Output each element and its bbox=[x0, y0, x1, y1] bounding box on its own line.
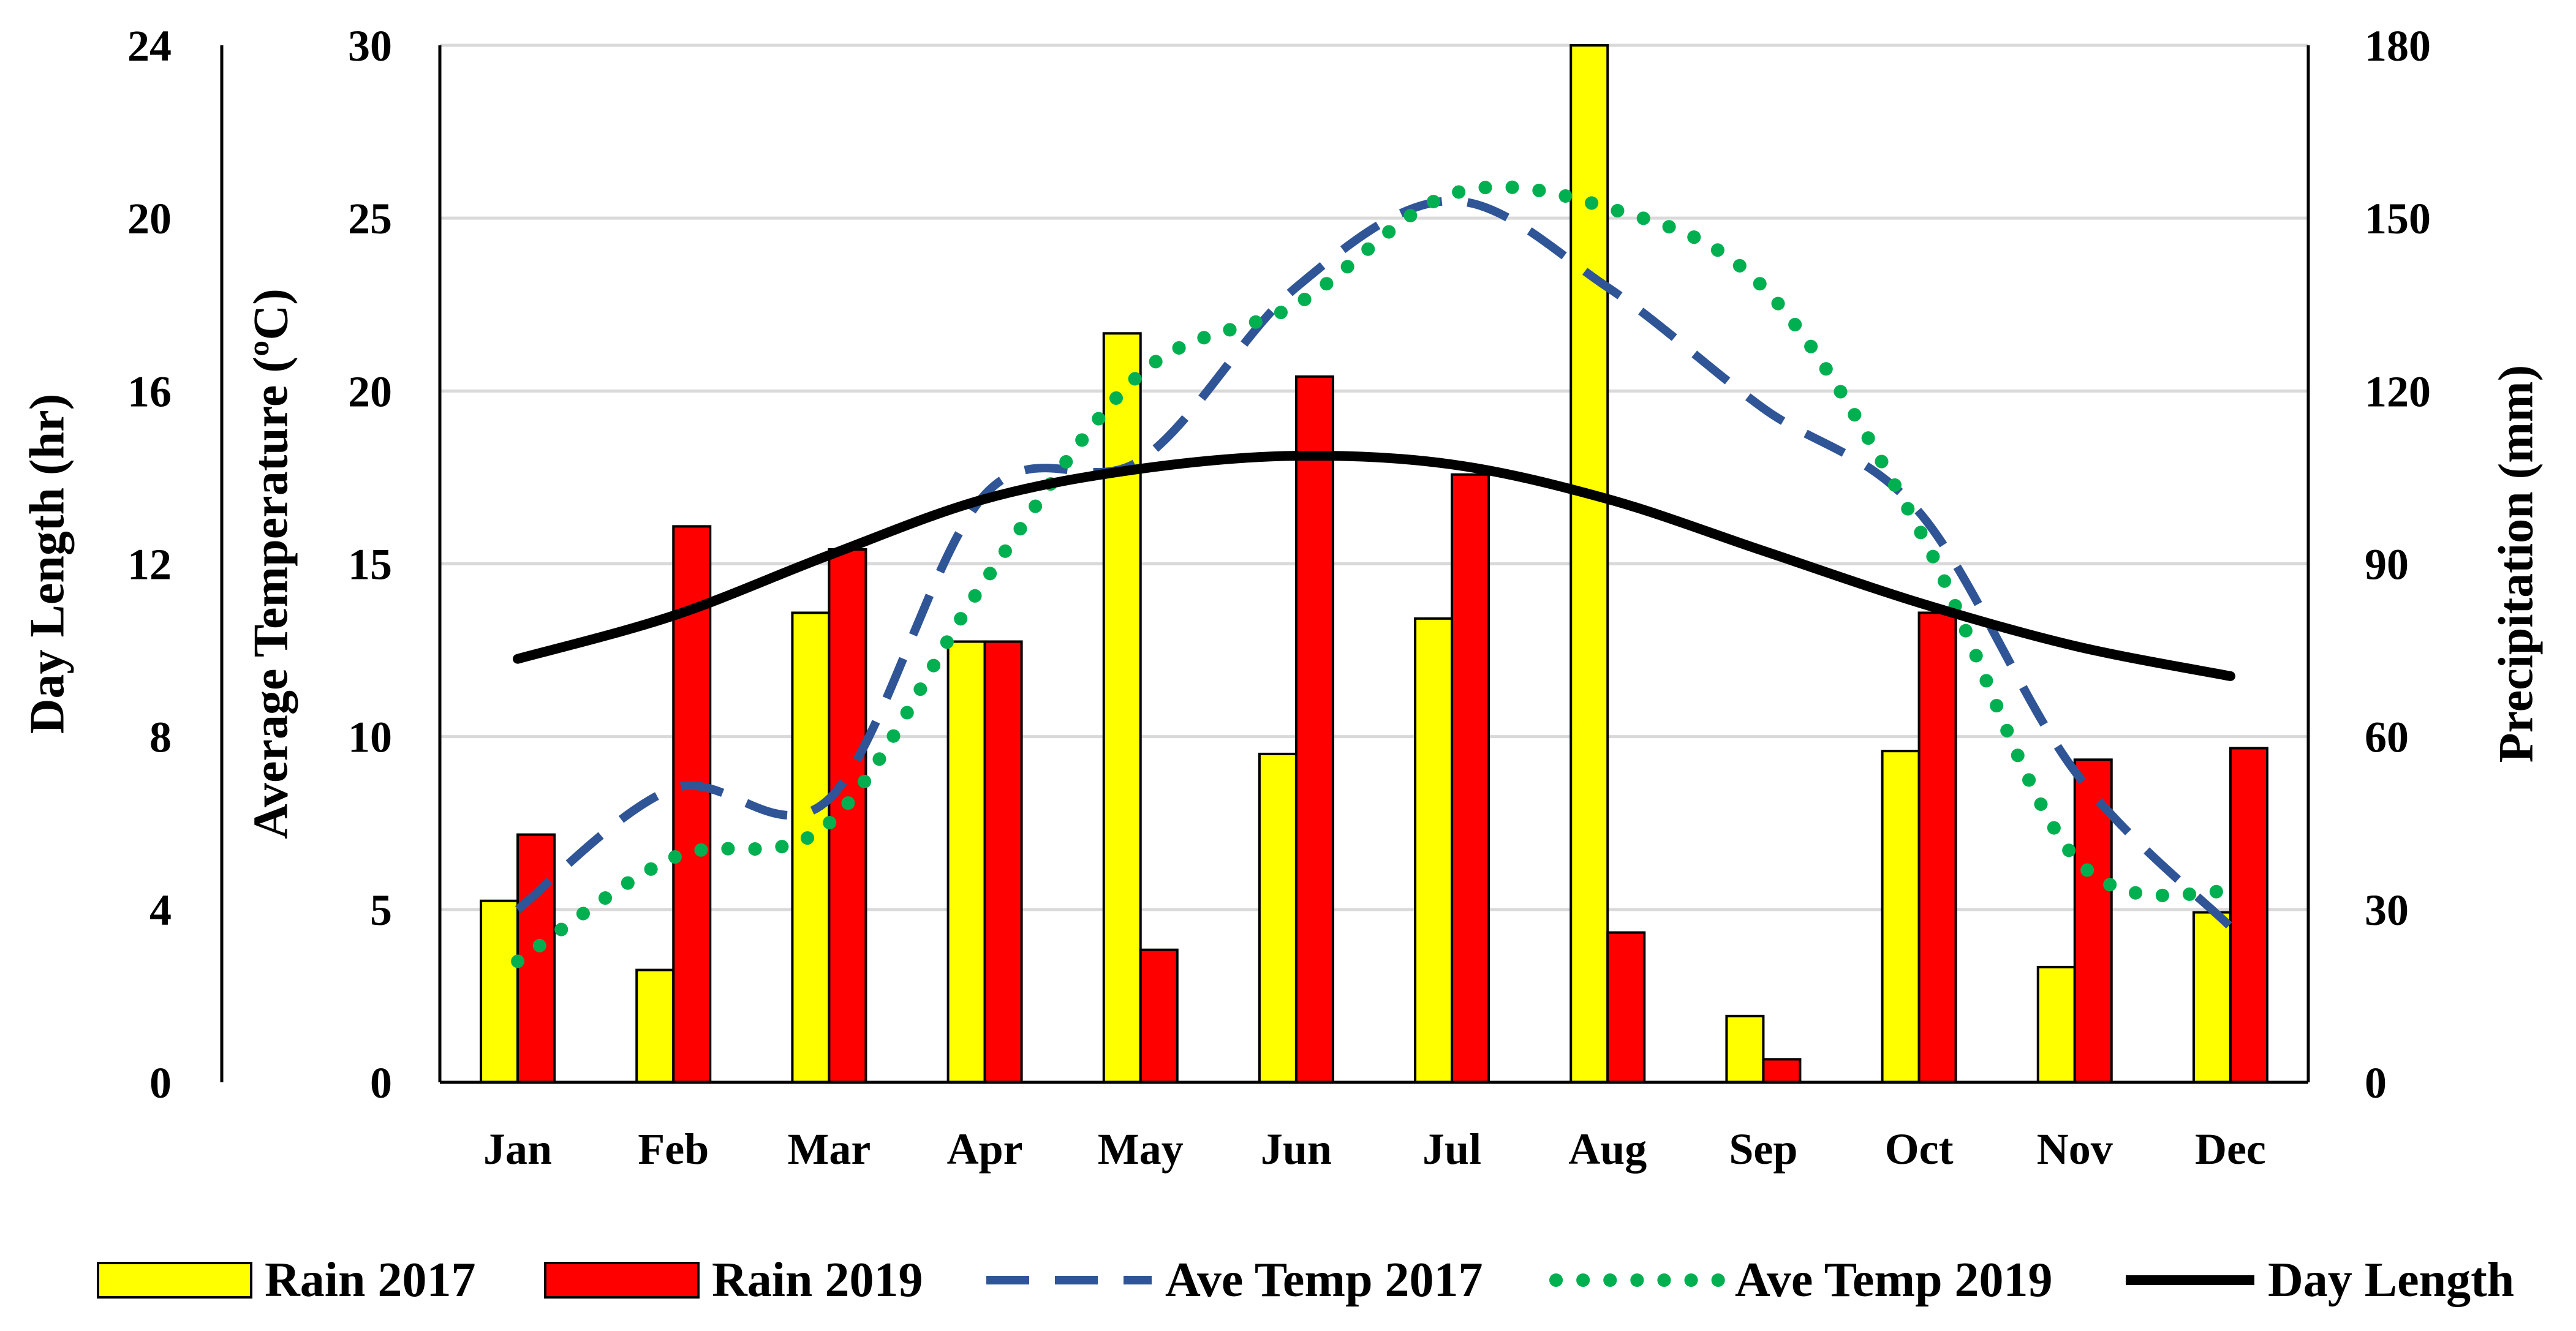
axes bbox=[220, 45, 2310, 1084]
day-length-tick-label: 8 bbox=[149, 713, 172, 762]
bar-rain-2017-jan bbox=[480, 899, 519, 1084]
day-length-tick-label: 4 bbox=[149, 886, 172, 935]
x-tick-label: Mar bbox=[787, 1125, 871, 1174]
bar-rain-2017-dec bbox=[2192, 911, 2232, 1084]
bar-rain-2017-jul bbox=[1414, 617, 1454, 1084]
day-length-tick-label: 0 bbox=[149, 1058, 172, 1107]
day-length-tick-label: 20 bbox=[127, 194, 172, 243]
bar-rain-2019-jul bbox=[1451, 473, 1490, 1084]
bar-rain-2017-feb bbox=[635, 968, 675, 1084]
series-line-ave-temp-2019 bbox=[511, 180, 2237, 968]
precipitation-tick-label: 120 bbox=[2365, 367, 2431, 416]
bar-rain-2017-mar bbox=[791, 611, 831, 1084]
x-tick-label: Aug bbox=[1568, 1125, 1647, 1174]
precipitation-tick-label: 180 bbox=[2365, 21, 2431, 70]
x-tick-label: Jun bbox=[1261, 1125, 1332, 1174]
precipitation-tick-label: 30 bbox=[2365, 886, 2409, 935]
temperature-tick-label: 0 bbox=[370, 1058, 392, 1107]
bar-rain-2019-oct bbox=[1917, 611, 1957, 1084]
x-tick-label: Oct bbox=[1885, 1125, 1954, 1174]
tick-labels: 0 4 8 12 16 20 24 0 5 10 15 20 25 30 0 30 60 90 120 150 180 J… bbox=[127, 21, 2431, 1174]
day-length-tick-label: 12 bbox=[127, 540, 172, 589]
bar-rain-2017-nov bbox=[2036, 965, 2076, 1084]
bar-rain-2017-may bbox=[1102, 332, 1142, 1084]
legend: Rain 2017 Rain 2019 Ave Temp 2017 Ave Temp … bbox=[97, 1253, 2514, 1307]
temperature-axis-title: Average Temperature (ºC) bbox=[244, 288, 298, 839]
bar-rain-2017-aug bbox=[1569, 44, 1609, 1084]
bar-rain-2019-jun bbox=[1294, 375, 1334, 1084]
temperature-tick-label: 10 bbox=[348, 713, 392, 762]
bar-rain-2017-apr bbox=[946, 640, 986, 1084]
day-length-tick-label: 24 bbox=[127, 21, 172, 70]
x-tick-label: Jul bbox=[1422, 1125, 1481, 1174]
x-tick-label: Sep bbox=[1729, 1125, 1797, 1174]
x-tick-label: Dec bbox=[2195, 1125, 2266, 1174]
x-tick-label: May bbox=[1098, 1125, 1184, 1174]
legend-label-ave-temp-2019: Ave Temp 2019 bbox=[1735, 1253, 2053, 1307]
precipitation-tick-label: 150 bbox=[2365, 194, 2431, 243]
bar-rain-2017-sep bbox=[1725, 1014, 1765, 1084]
x-tick-label: Feb bbox=[638, 1125, 709, 1174]
legend-swatch-rain-2019 bbox=[544, 1262, 700, 1299]
gridlines bbox=[440, 43, 2308, 911]
bars bbox=[480, 44, 2268, 1084]
bar-rain-2019-apr bbox=[983, 640, 1023, 1084]
temperature-tick-label: 30 bbox=[348, 21, 392, 70]
x-tick-label: Nov bbox=[2037, 1125, 2113, 1174]
bar-rain-2019-may bbox=[1139, 948, 1179, 1084]
lines bbox=[511, 180, 2237, 968]
precipitation-tick-label: 0 bbox=[2365, 1058, 2387, 1107]
temperature-tick-label: 5 bbox=[370, 886, 392, 935]
bar-rain-2019-sep bbox=[1762, 1058, 1802, 1084]
precipitation-axis-title: Precipitation (mm) bbox=[2489, 365, 2543, 763]
temperature-tick-label: 25 bbox=[348, 194, 392, 243]
bar-rain-2019-mar bbox=[828, 548, 867, 1084]
x-tick-label: Apr bbox=[947, 1125, 1023, 1174]
legend-label-day-length: Day Length bbox=[2268, 1253, 2514, 1307]
bar-rain-2017-jun bbox=[1258, 752, 1297, 1084]
legend-swatch-rain-2017 bbox=[97, 1262, 252, 1299]
day-length-axis-title: Day Length (hr) bbox=[20, 394, 74, 734]
legend-label-rain-2019: Rain 2019 bbox=[712, 1253, 923, 1307]
legend-label-rain-2017: Rain 2017 bbox=[265, 1253, 476, 1307]
series-line-day-length bbox=[513, 450, 2235, 681]
bar-rain-2019-dec bbox=[2229, 747, 2268, 1084]
x-tick-label: Jan bbox=[483, 1125, 552, 1174]
axis-titles: Day Length (hr) Average Temperature (ºC) P… bbox=[20, 288, 2543, 839]
day-length-tick-label: 16 bbox=[127, 367, 172, 416]
precipitation-tick-label: 90 bbox=[2365, 540, 2409, 589]
bar-rain-2019-aug bbox=[1606, 931, 1646, 1084]
bar-rain-2017-oct bbox=[1881, 750, 1921, 1084]
series-line-ave-temp-2017 bbox=[515, 196, 2234, 930]
temperature-tick-label: 15 bbox=[348, 540, 392, 589]
precipitation-tick-label: 60 bbox=[2365, 713, 2409, 762]
legend-label-ave-temp-2017: Ave Temp 2017 bbox=[1165, 1253, 1483, 1307]
temperature-tick-label: 20 bbox=[348, 367, 392, 416]
